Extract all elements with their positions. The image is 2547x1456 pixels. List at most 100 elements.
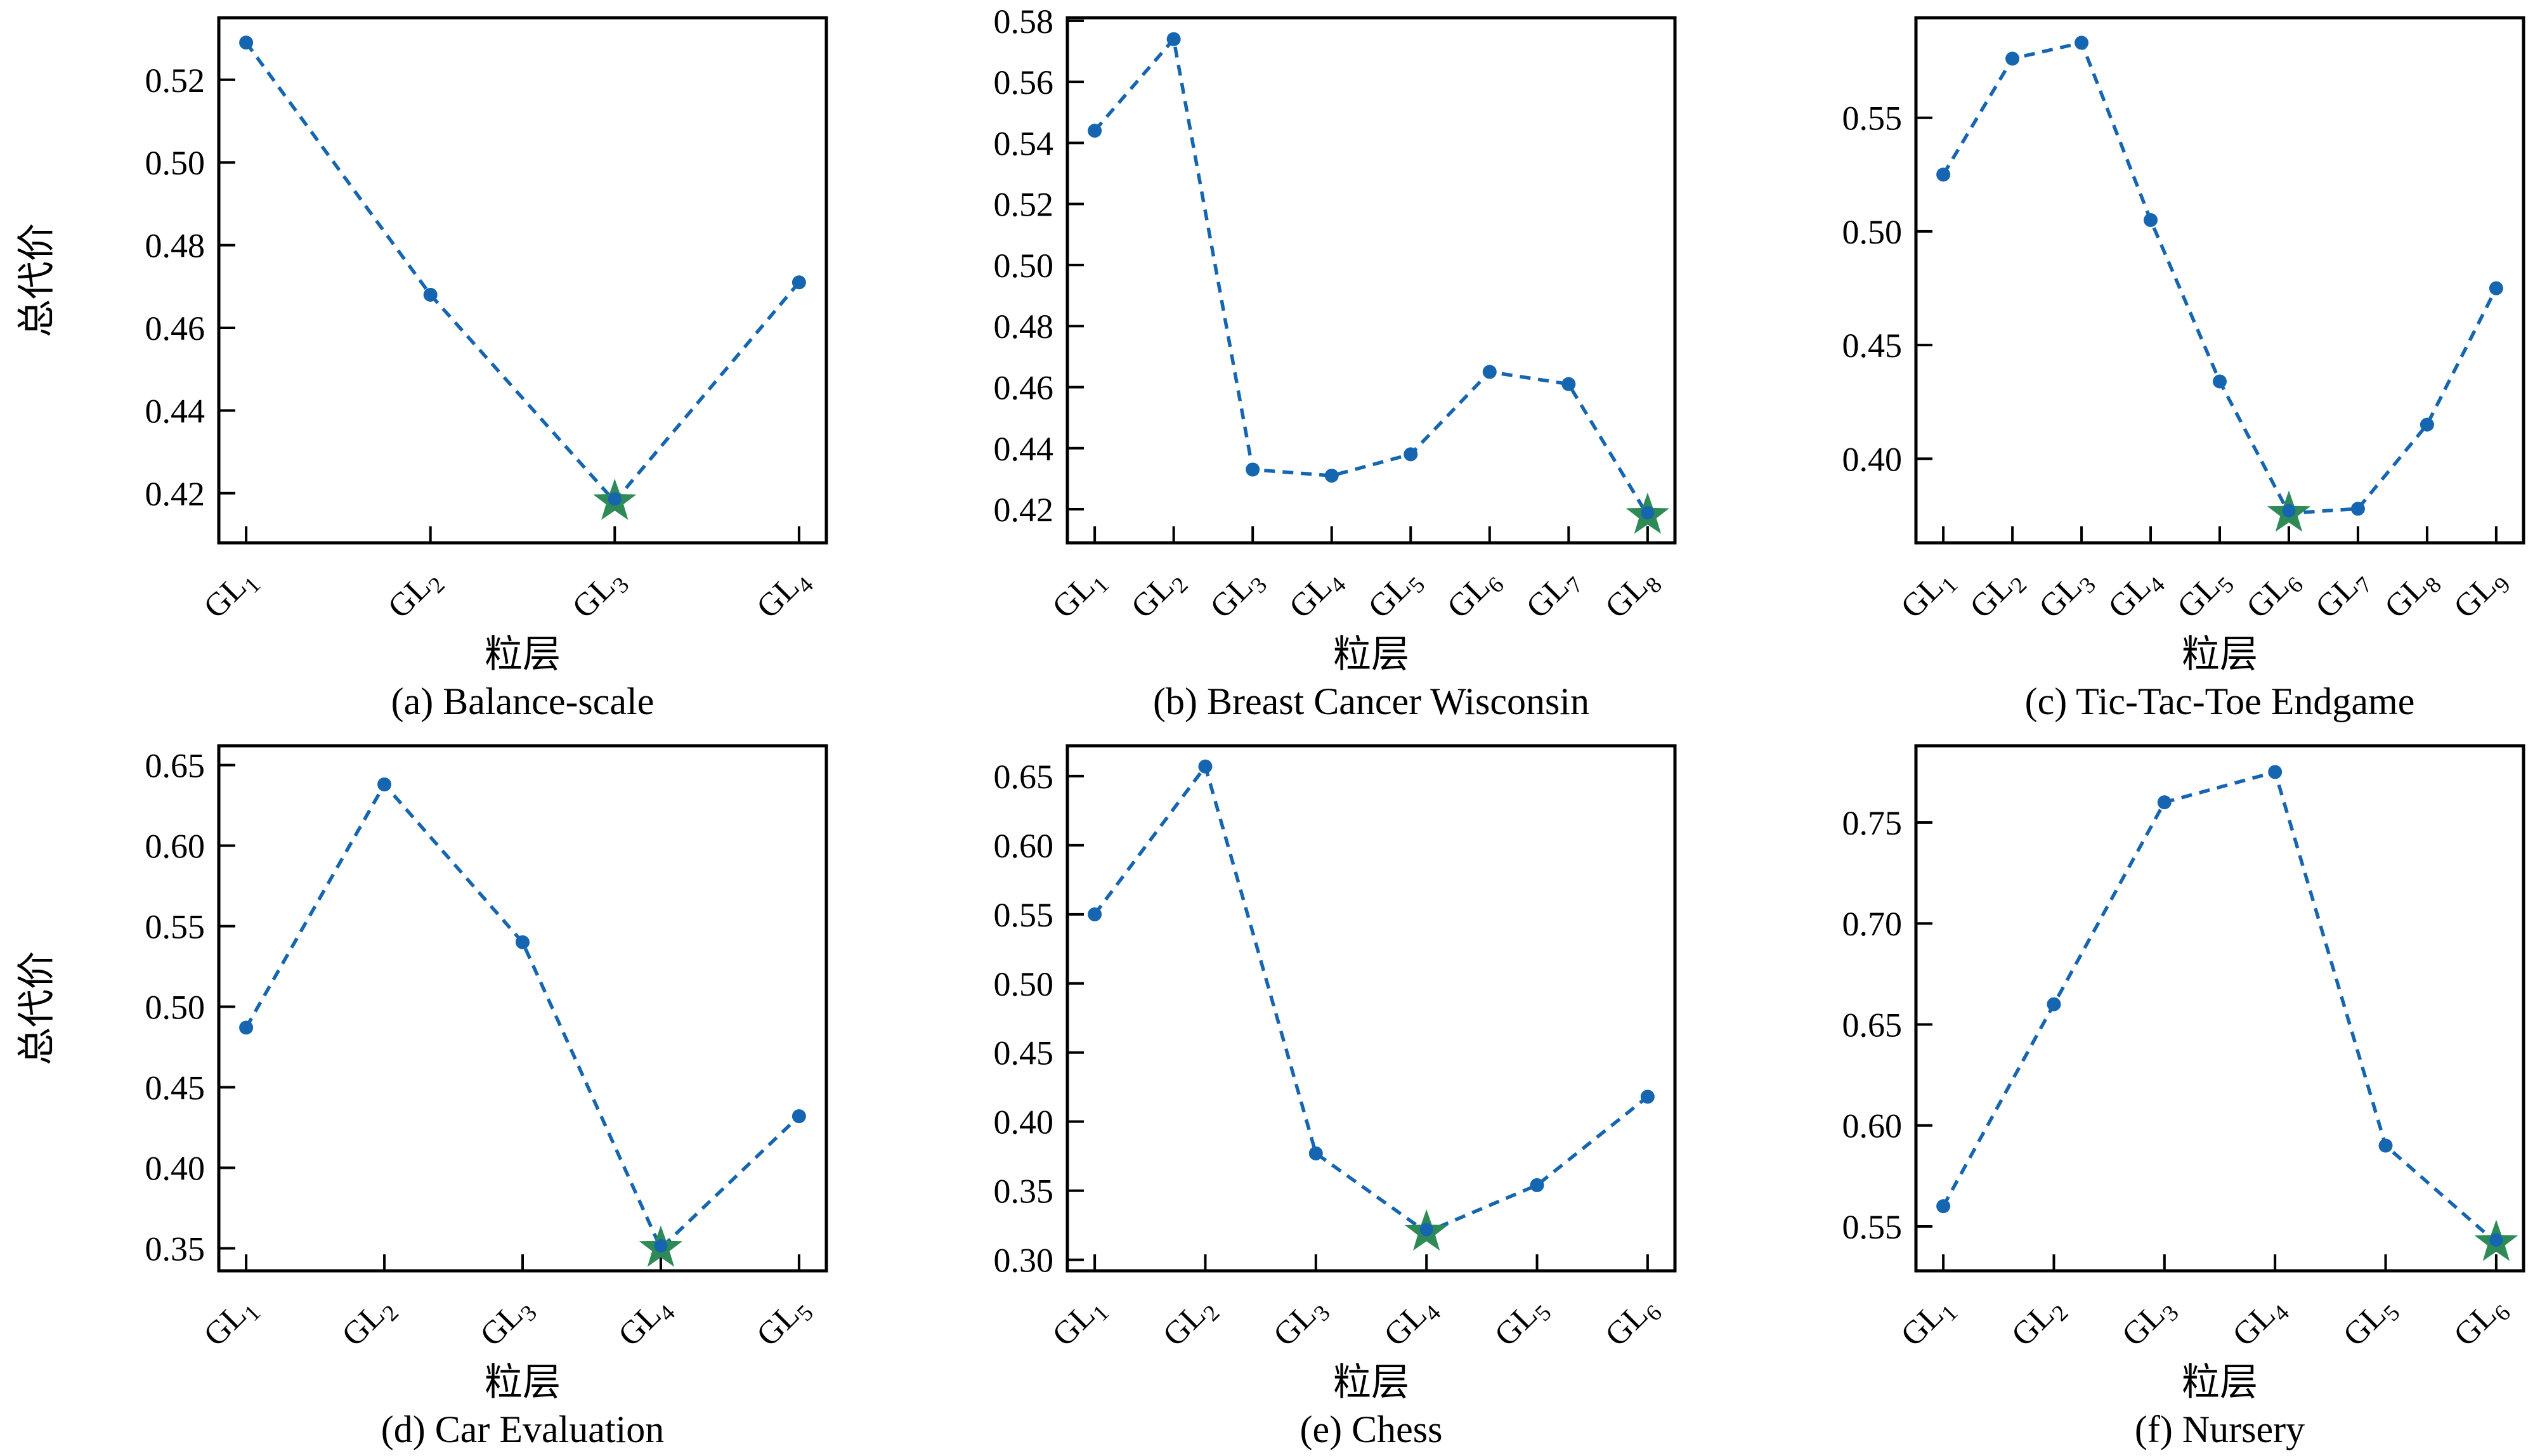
subplot-b: 0.42 0.44 0.46 0.48 0.50 0.52 0.54 0.56 0.58 GL1 G…	[849, 0, 1697, 728]
data-point	[239, 36, 254, 50]
data-point	[654, 1238, 668, 1252]
subplot-caption: (f) Nursery	[2134, 1408, 2305, 1450]
x-tick-label: GL6	[1440, 561, 1509, 629]
data-point	[516, 935, 530, 949]
subplot-caption: (c) Tic-Tac-Toe Endgame	[2024, 680, 2415, 722]
x-tick-label: GL8	[1598, 561, 1667, 629]
x-tick-label: GL5	[2336, 1289, 2405, 1357]
y-tick-label: 0.50	[145, 988, 205, 1026]
data-point	[2282, 504, 2296, 517]
x-tick-label: GL1	[197, 1289, 265, 1357]
x-tick-label: GL4	[611, 1289, 680, 1357]
x-axis-label: 粒层	[1333, 634, 1409, 675]
y-tick-label: 0.48	[994, 308, 1054, 346]
y-tick-label: 0.56	[994, 63, 1054, 101]
data-point	[608, 492, 622, 506]
data-point	[1482, 365, 1497, 379]
y-tick-label: 0.48	[145, 227, 205, 265]
y-tick-label: 0.42	[994, 491, 1054, 529]
subplot-caption: (a) Balance-scale	[391, 680, 655, 722]
y-tick-label: 0.60	[1842, 1107, 1903, 1145]
chart-canvas-d: 0.35 0.40 0.45 0.50 0.55 0.60 0.65 GL1 GL2 GL3 GL4…	[16, 744, 828, 1357]
plot-border	[1914, 744, 2525, 1273]
x-tick-label: GL2	[1963, 561, 2031, 629]
subplot-c: 0.40 0.45 0.50 0.55 GL1 GL2 GL3 GL4 GL5 GL6 GL7 GL8…	[1697, 0, 2546, 728]
x-tick-label: GL4	[2101, 561, 2170, 629]
data-point	[1324, 469, 1339, 483]
y-tick-label: 0.65	[1842, 1006, 1903, 1044]
y-axis-label: 总代价	[16, 223, 58, 337]
y-tick-label: 0.44	[145, 392, 205, 430]
x-tick-label: GL3	[566, 561, 634, 629]
x-tick-label: GL4	[1377, 1289, 1445, 1357]
data-point	[2489, 281, 2503, 296]
x-tick-label: GL2	[335, 1289, 403, 1357]
data-point	[1404, 447, 1418, 462]
data-point	[1640, 1089, 1655, 1104]
x-tick-label: GL1	[1045, 1289, 1114, 1357]
plot-border	[1914, 16, 2525, 545]
x-tick-label: GL5	[750, 1289, 818, 1357]
data-line	[1093, 762, 1649, 1235]
chart-canvas-c: 0.40 0.45 0.50 0.55 GL1 GL2 GL3 GL4 GL5 GL6 GL7 GL8…	[1842, 16, 2525, 629]
x-tick-label: GL8	[2378, 561, 2446, 629]
data-point	[2378, 1138, 2393, 1153]
data-line	[244, 781, 800, 1252]
x-tick-label: GL6	[2447, 1289, 2515, 1357]
y-tick-label: 0.50	[994, 965, 1054, 1003]
y-tick-label: 0.54	[994, 124, 1054, 162]
data-point	[1936, 1199, 1951, 1214]
y-tick-label: 0.55	[145, 907, 205, 946]
x-tick-label: GL1	[1045, 561, 1114, 629]
subplot-a: 0.42 0.44 0.46 0.48 0.50 0.52 GL1 GL2 GL3 GL4 总代价 …	[0, 0, 849, 728]
x-axis-label: 粒层	[485, 634, 561, 675]
y-tick-label: 0.65	[994, 758, 1054, 796]
data-point	[1088, 124, 1102, 138]
x-tick-label: GL1	[1894, 1289, 1962, 1357]
x-axis-label: 粒层	[2182, 1362, 2258, 1403]
data-point	[1088, 907, 1102, 921]
y-tick-label: 0.44	[994, 430, 1054, 468]
x-tick-label: GL7	[1520, 561, 1588, 629]
data-point	[1561, 377, 1576, 391]
y-tick-label: 0.46	[994, 368, 1054, 406]
data-point	[239, 1020, 254, 1035]
y-tick-label: 0.40	[145, 1149, 205, 1187]
plot-border	[1065, 16, 1677, 545]
y-tick-label: 0.42	[145, 475, 205, 513]
y-tick-label: 0.50	[145, 144, 205, 182]
data-point	[2144, 213, 2158, 228]
y-tick-label: 0.55	[994, 896, 1054, 934]
chart-canvas-f: 0.55 0.60 0.65 0.70 0.75 GL1 GL2 GL3 GL4 GL5 GL6	[1842, 744, 2525, 1357]
x-tick-label: GL2	[1124, 561, 1193, 629]
data-point	[1246, 462, 1260, 477]
y-tick-label: 0.40	[1842, 440, 1903, 478]
x-tick-label: GL5	[1362, 561, 1430, 629]
x-tick-label: GL4	[2225, 1289, 2294, 1357]
y-tick-label: 0.58	[994, 3, 1054, 41]
x-tick-label: GL6	[1598, 1289, 1667, 1357]
y-tick-label: 0.45	[994, 1034, 1054, 1072]
subplot-caption: (e) Chess	[1300, 1408, 1443, 1450]
y-tick-label: 0.55	[1842, 100, 1903, 138]
chart-canvas-a: 0.42 0.44 0.46 0.48 0.50 0.52 GL1 GL2 GL3 GL4 总代价	[16, 16, 828, 629]
data-point	[1936, 167, 1951, 182]
data-line	[244, 41, 801, 505]
y-axis-label: 总代价	[16, 951, 58, 1065]
x-tick-label: GL3	[2032, 561, 2101, 629]
x-tick-label: GL2	[381, 561, 450, 629]
y-tick-label: 0.35	[994, 1173, 1054, 1211]
data-point	[2213, 374, 2227, 389]
y-tick-label: 0.30	[994, 1242, 1054, 1280]
x-tick-label: GL1	[1894, 561, 1962, 629]
y-tick-label: 0.40	[994, 1103, 1054, 1141]
y-tick-label: 0.50	[994, 247, 1054, 285]
x-tick-label: GL1	[197, 561, 265, 629]
y-tick-label: 0.45	[1842, 327, 1903, 365]
subplot-d: 0.35 0.40 0.45 0.50 0.55 0.60 0.65 GL1 GL2 GL3 GL4…	[0, 728, 849, 1456]
subplot-caption: (b) Breast Cancer Wisconsin	[1153, 680, 1589, 722]
data-point	[423, 287, 438, 302]
data-line	[1941, 41, 2498, 516]
